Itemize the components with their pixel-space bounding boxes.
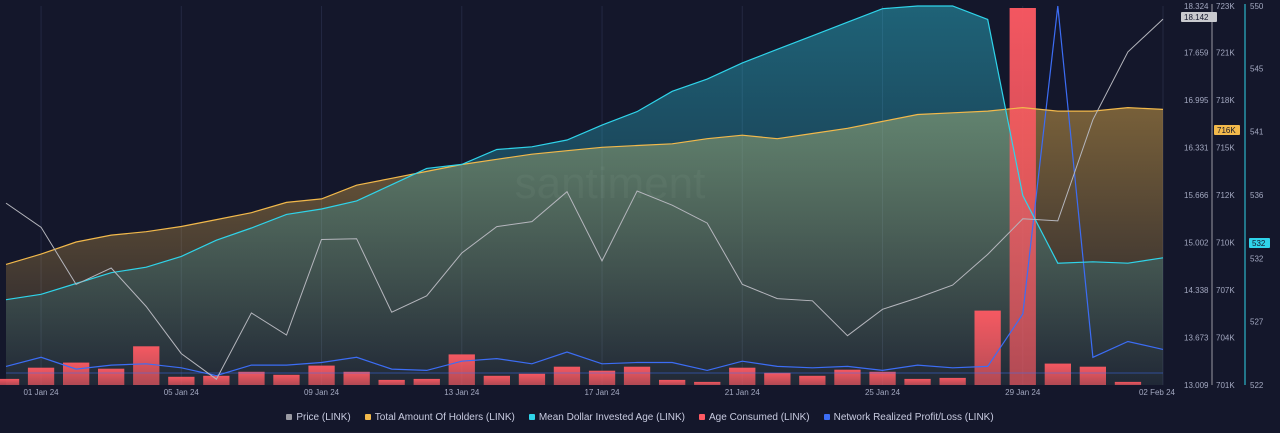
age-consumed-bar	[939, 377, 966, 385]
line-layer	[5, 5, 1164, 380]
holders-tick-label: 701K	[1216, 381, 1235, 390]
age-consumed-bar	[413, 378, 440, 385]
mdia-tick-label: 545	[1250, 64, 1264, 73]
legend-swatch	[286, 414, 293, 420]
x-tick-label: 17 Jan 24	[584, 388, 620, 397]
age-consumed-bar	[448, 354, 475, 385]
mdia-tick-label: 536	[1250, 191, 1264, 200]
mdia-tick-label: 527	[1250, 318, 1264, 327]
x-tick-label: 01 Jan 24	[23, 388, 59, 397]
legend-label: Price (LINK)	[296, 411, 351, 423]
age-consumed-bar	[1079, 366, 1106, 385]
age-consumed-bar	[518, 373, 546, 385]
nrpl-line	[5, 5, 1164, 377]
age-consumed-bar	[27, 367, 55, 385]
legend-label: Total Amount Of Holders (LINK)	[374, 411, 515, 423]
age-consumed-bar	[98, 368, 125, 385]
holders-line	[5, 106, 1164, 265]
x-tick-label: 21 Jan 24	[725, 388, 761, 397]
legend-item[interactable]: Price (LINK)	[286, 409, 351, 425]
holders-tick-label: 715K	[1216, 144, 1235, 153]
age-consumed-bar	[483, 375, 510, 385]
age-consumed-bar	[1044, 363, 1071, 385]
age-consumed-bar	[904, 378, 931, 385]
mdia-area	[6, 6, 1163, 385]
axes: 13.009 13.673 14.338 15.002 15.666 16.331 16.9…	[23, 2, 1270, 397]
legend-label: Network Realized Profit/Loss (LINK)	[833, 411, 994, 423]
age-consumed-bar	[308, 365, 335, 385]
legend-swatch	[699, 414, 706, 420]
age-consumed-bar	[553, 366, 581, 385]
age-consumed-bar	[659, 379, 686, 385]
x-tick-label: 09 Jan 24	[304, 388, 340, 397]
holders-tick-label: 707K	[1216, 286, 1235, 295]
legend: Price (LINK) Total Amount Of Holders (LIN…	[0, 409, 1280, 425]
age-consumed-bar	[799, 375, 826, 385]
price-badge-label: 18.142	[1184, 13, 1209, 22]
age-consumed-bar	[764, 372, 791, 385]
legend-swatch	[364, 414, 371, 420]
legend-label: Mean Dollar Invested Age (LINK)	[538, 411, 686, 423]
age-consumed-bar	[238, 371, 265, 385]
price-tick-label: 13.673	[1184, 334, 1209, 343]
age-consumed-bar	[378, 379, 405, 385]
age-consumed-bar	[203, 375, 230, 385]
age-consumed-bar	[133, 346, 160, 385]
age-consumed-bar	[1114, 381, 1142, 385]
age-consumed-bar	[588, 370, 616, 385]
holders-badge-label: 716K	[1217, 126, 1236, 135]
x-tick-label: 05 Jan 24	[164, 388, 200, 397]
holders-tick-label: 712K	[1216, 191, 1235, 200]
holders-tick-label: 710K	[1216, 239, 1235, 248]
x-tick-label: 25 Jan 24	[865, 388, 901, 397]
price-tick-label: 15.002	[1184, 239, 1209, 248]
mdia-tick-label: 522	[1250, 381, 1264, 390]
legend-item[interactable]: Network Realized Profit/Loss (LINK)	[823, 409, 994, 425]
age-consumed-bar	[869, 371, 896, 385]
legend-swatch	[528, 414, 535, 420]
age-consumed-bar	[168, 376, 195, 385]
x-tick-label: 02 Feb 24	[1139, 388, 1176, 397]
age-consumed-bar	[623, 366, 651, 385]
price-tick-label: 18.324	[1184, 2, 1209, 11]
holders-tick-label: 704K	[1216, 334, 1235, 343]
mdia-tick-label: 532	[1250, 254, 1264, 263]
price-tick-label: 17.659	[1184, 49, 1209, 58]
holders-badge	[1214, 125, 1240, 135]
price-line	[5, 18, 1164, 380]
mdia-tick-label: 541	[1250, 128, 1264, 137]
legend-item[interactable]: Total Amount Of Holders (LINK)	[364, 409, 515, 425]
age-consumed-bar	[834, 369, 861, 385]
age-consumed-bar	[974, 310, 1001, 385]
price-badge	[1181, 12, 1217, 22]
legend-item[interactable]: Mean Dollar Invested Age (LINK)	[528, 409, 686, 425]
holders-tick-label: 723K	[1216, 2, 1235, 11]
age-consumed-bar	[694, 381, 721, 385]
mdia-tick-label: 550	[1250, 2, 1264, 11]
price-tick-label: 14.338	[1184, 286, 1209, 295]
x-tick-label: 13 Jan 24	[444, 388, 480, 397]
price-tick-label: 16.331	[1184, 144, 1209, 153]
legend-label: Age Consumed (LINK)	[709, 411, 810, 423]
age-consumed-bar	[343, 371, 370, 385]
mdia-line	[5, 5, 1164, 301]
holders-tick-label: 721K	[1216, 49, 1235, 58]
age-consumed-bar	[729, 367, 756, 385]
age-consumed-bar	[273, 374, 300, 385]
age-consumed-bar	[0, 378, 20, 385]
price-tick-label: 16.995	[1184, 96, 1209, 105]
legend-item[interactable]: Age Consumed (LINK)	[699, 409, 810, 425]
holders-tick-label: 718K	[1216, 96, 1235, 105]
mdia-badge-label: 532	[1252, 239, 1266, 248]
legend-swatch	[823, 414, 830, 420]
mdia-badge	[1249, 238, 1270, 248]
price-tick-label: 13.009	[1184, 381, 1209, 390]
x-tick-label: 29 Jan 24	[1005, 388, 1041, 397]
price-tick-label: 15.666	[1184, 191, 1209, 200]
